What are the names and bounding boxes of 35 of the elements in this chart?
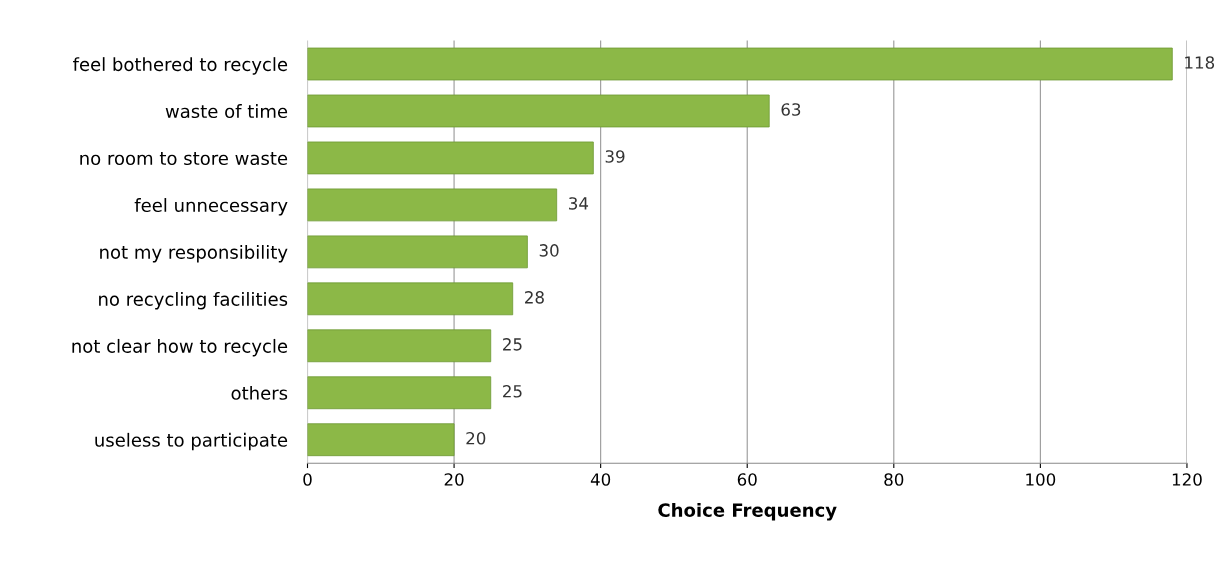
y-tick-label: others [231,385,288,400]
data-label: 25 [503,338,522,351]
bar [307,282,514,316]
x-tick-label: 60 [737,473,757,486]
y-tick-label: no recycling facilities [99,291,288,310]
x-tick-label: 80 [884,473,904,486]
x-tick-label: 120 [1172,473,1202,486]
bar [307,94,770,128]
y-tick-label: feel bothered to recycle [73,57,288,75]
y-tick-label: not clear how to recycle [72,338,288,357]
data-label: 28 [525,291,544,304]
y-tick-label: feel unnecessary [134,198,288,216]
bar [307,188,558,222]
data-label: 30 [539,244,559,257]
data-label: 25 [503,384,522,398]
x-tick-label: 40 [590,473,611,486]
data-label: 118 [1185,56,1215,69]
bar [307,141,594,175]
y-tick-label: useless to participate [95,432,288,451]
data-label: 34 [569,197,589,210]
data-label: 63 [781,103,801,116]
x-tick-label: 0 [303,473,312,486]
y-tick-label: not my responsibility [100,245,288,263]
bar [307,235,528,269]
x-tick-label: 100 [1026,473,1056,486]
y-tick-label: waste of time [165,104,288,119]
x-axis-title: Choice Frequency [658,502,837,521]
data-label: 39 [605,150,625,163]
bar [307,423,455,457]
x-tick-label: 20 [444,473,464,486]
bar [307,329,492,363]
y-tick-label: no room to store waste [80,152,288,166]
bar [307,376,492,410]
bar [307,47,1173,81]
data-label: 20 [466,431,486,445]
